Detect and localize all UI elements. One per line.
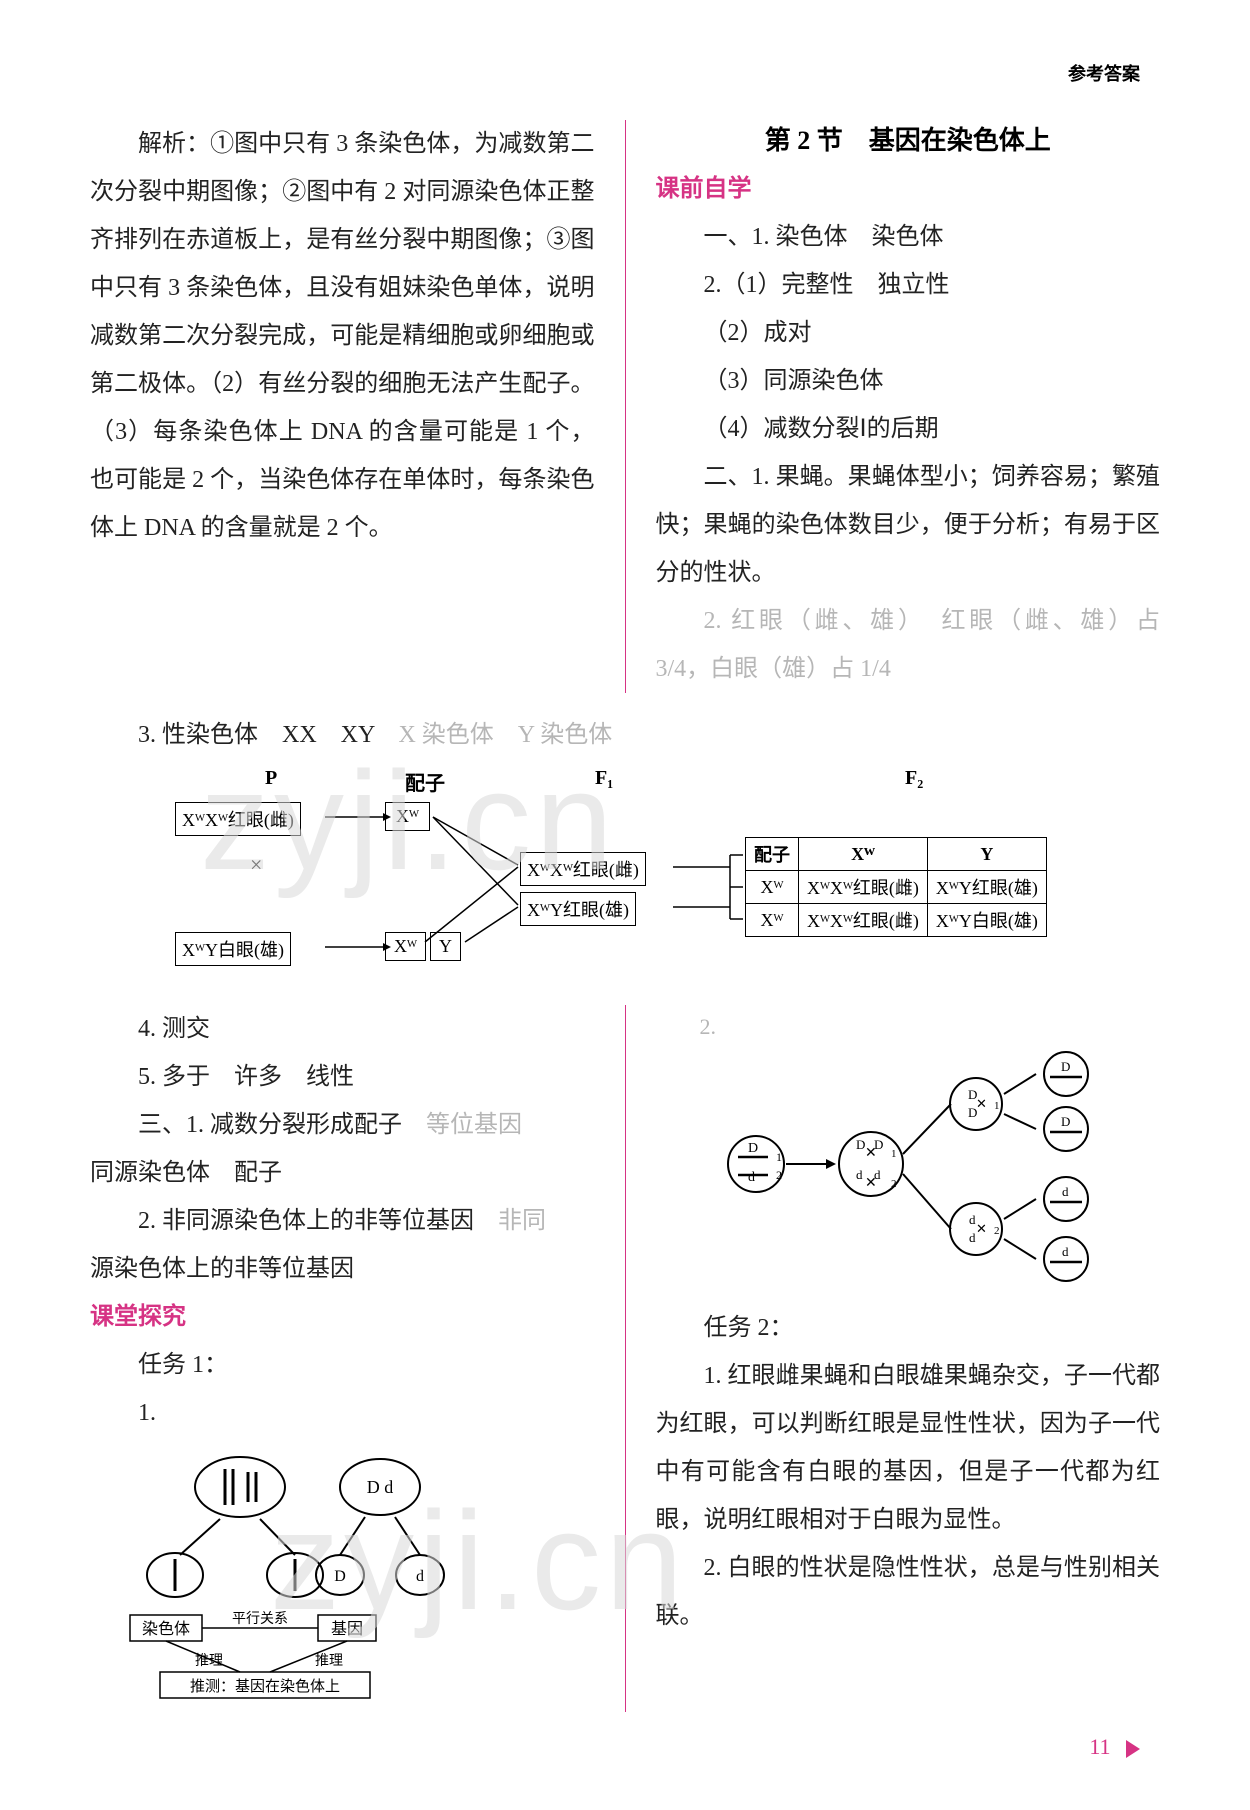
arrow-2: 2. xyxy=(656,1005,1161,1049)
r1-l6: 二、1. 果蝇。果蝇体型小；饲养容易；繁殖快；果蝇的染色体数目少，便于分析；有易… xyxy=(656,453,1161,597)
svg-text:d: d xyxy=(969,1212,976,1227)
header-label: 参考答案 xyxy=(1068,60,1140,86)
svg-text:基因: 基因 xyxy=(331,1620,363,1638)
svg-text:推测：基因在染色体上: 推测：基因在染色体上 xyxy=(190,1678,340,1695)
subhead-pre: 课前自学 xyxy=(656,165,1161,213)
svg-text:✕: ✕ xyxy=(976,1096,987,1111)
full-width-block: 3. 性染色体 XX XY X 染色体 Y 染色体 P 配子 F₁ F₂ XᵂX… xyxy=(90,711,1160,1712)
r1-l5: （4）减数分裂Ⅰ的后期 xyxy=(656,405,1161,453)
full-l4: 4. 测交 xyxy=(90,1005,595,1053)
full-l6b: 同源染色体 配子 xyxy=(90,1149,595,1197)
svg-text:D: D xyxy=(856,1137,865,1152)
svg-text:✕: ✕ xyxy=(865,1176,877,1191)
column-divider xyxy=(625,120,626,693)
svg-text:d: d xyxy=(1062,1244,1069,1259)
task1-label: 任务 1： xyxy=(90,1341,595,1389)
lower-right: 2. D 1 d 2 D D ✕ 1 d d xyxy=(656,1005,1161,1712)
tree-diagram: D 1 d 2 D D ✕ 1 d d ✕ 2 xyxy=(716,1049,1136,1299)
svg-text:d: d xyxy=(969,1230,976,1245)
lower-columns: 4. 测交 5. 多于 许多 线性 三、1. 减数分裂形成配子 等位基因 同源染… xyxy=(90,1005,1160,1712)
full-l3: 3. 性染色体 XX XY X 染色体 Y 染色体 xyxy=(90,711,1160,759)
svg-text:d: d xyxy=(856,1167,863,1182)
mini-diagram: D d D d 染色体 基因 平 xyxy=(90,1447,470,1707)
r1-l2: 2.（1）完整性 独立性 xyxy=(656,261,1161,309)
svg-text:d: d xyxy=(416,1568,424,1585)
fl3-a: 3. 性染色体 XX XY xyxy=(138,722,398,748)
left-column: 解析：①图中只有 3 条染色体，为减数第二次分裂中期图像；②图中有 2 对同源染… xyxy=(90,120,595,693)
page-num-text: 11 xyxy=(1089,1734,1110,1759)
svg-text:1: 1 xyxy=(891,1148,897,1160)
left-para: 解析：①图中只有 3 条染色体，为减数第二次分裂中期图像；②图中有 2 对同源染… xyxy=(90,120,595,552)
full-l6a: 三、1. 减数分裂形成配子 等位基因 xyxy=(90,1101,595,1149)
full-l7b: 源染色体上的非等位基因 xyxy=(90,1245,595,1293)
svg-text:平行关系: 平行关系 xyxy=(232,1611,288,1627)
svg-text:1: 1 xyxy=(994,1100,1000,1112)
svg-text:✕: ✕ xyxy=(976,1221,987,1236)
svg-text:1: 1 xyxy=(776,1150,782,1164)
fl3-b: X 染色体 Y 染色体 xyxy=(398,722,612,748)
page-triangle-icon xyxy=(1126,1740,1140,1758)
full-l7a: 2. 非同源染色体上的非等位基因 非同 xyxy=(90,1197,595,1245)
task2-p1: 1. 红眼雌果蝇和白眼雄果蝇杂交，子一代都为红眼，可以判断红眼是显性性状，因为子… xyxy=(656,1352,1161,1544)
task2-title: 任务 2： xyxy=(656,1304,1161,1352)
full-l5: 5. 多于 许多 线性 xyxy=(90,1053,595,1101)
svg-text:D: D xyxy=(334,1568,346,1585)
svg-text:D: D xyxy=(1061,1114,1070,1129)
svg-text:✕: ✕ xyxy=(865,1146,877,1161)
r1-l3: （2）成对 xyxy=(656,309,1161,357)
upper-columns: 解析：①图中只有 3 条染色体，为减数第二次分裂中期图像；②图中有 2 对同源染… xyxy=(90,120,1160,693)
r1-l1: 一、1. 染色体 染色体 xyxy=(656,213,1161,261)
section-title: 第 2 节 基因在染色体上 xyxy=(656,120,1161,157)
lower-left: 4. 测交 5. 多于 许多 线性 三、1. 减数分裂形成配子 等位基因 同源染… xyxy=(90,1005,595,1712)
cross-diagram: P 配子 F₁ F₂ XᵂXᵂ红眼(雌) Xᵂ × XᵂY白眼(雄) Xᵂ Y … xyxy=(175,767,1075,997)
task2-p2: 2. 白眼的性状是隐性性状，总是与性别相关联。 xyxy=(656,1544,1161,1640)
svg-text:d: d xyxy=(748,1170,755,1185)
lower-divider xyxy=(625,1005,626,1712)
svg-text:2: 2 xyxy=(776,1168,782,1182)
page-number: 11 xyxy=(1089,1734,1140,1760)
svg-text:2: 2 xyxy=(994,1225,1000,1237)
svg-text:染色体: 染色体 xyxy=(142,1620,190,1638)
t1-1: 1. xyxy=(90,1389,595,1437)
diagram-lines xyxy=(175,767,1075,997)
r1-l7: 2. 红眼（雌、雄） 红眼（雌、雄）占 3/4，白眼（雄）占 1/4 xyxy=(656,597,1161,693)
mini-Dd: D d xyxy=(367,1477,394,1497)
svg-text:D: D xyxy=(748,1141,758,1156)
svg-text:推理: 推理 xyxy=(195,1653,223,1669)
r1-l4: （3）同源染色体 xyxy=(656,357,1161,405)
ketan-head: 课堂探究 xyxy=(90,1293,595,1341)
svg-text:2: 2 xyxy=(891,1178,897,1190)
right-column: 第 2 节 基因在染色体上 课前自学 一、1. 染色体 染色体 2.（1）完整性… xyxy=(656,120,1161,693)
svg-text:推理: 推理 xyxy=(315,1653,343,1669)
svg-text:D: D xyxy=(1061,1059,1070,1074)
svg-text:d: d xyxy=(1062,1184,1069,1199)
